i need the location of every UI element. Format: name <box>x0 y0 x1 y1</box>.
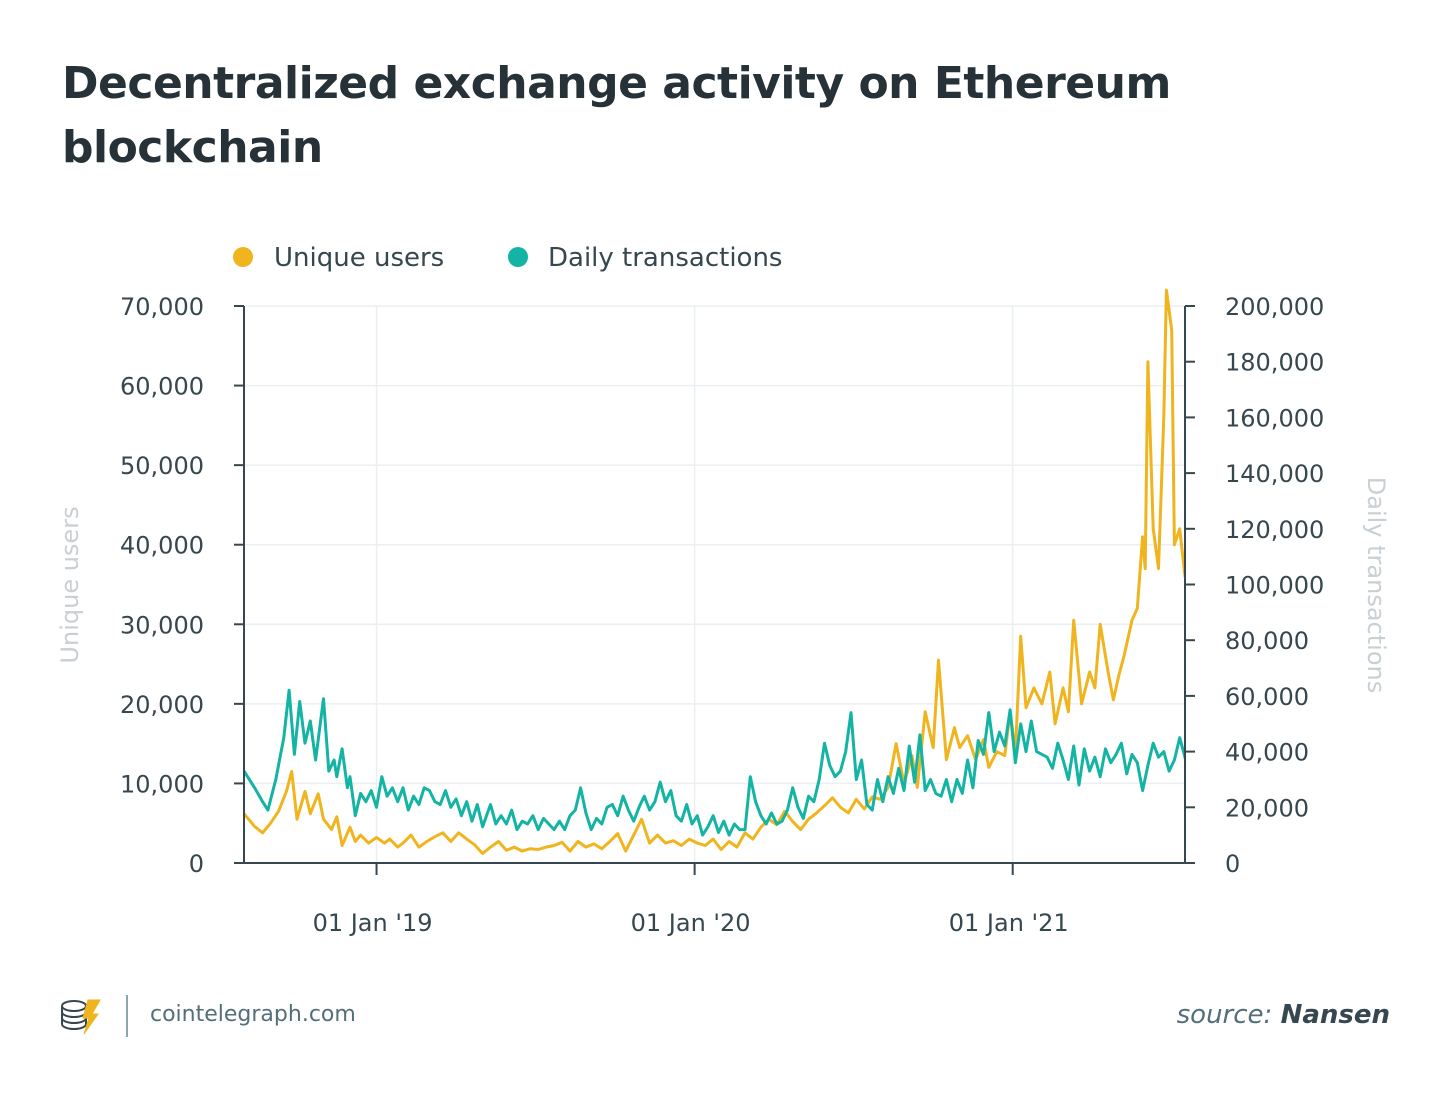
legend-label-daily-transactions: Daily transactions <box>548 243 782 273</box>
y-axis-left-title: Unique users <box>56 506 84 663</box>
y-axis-right-title: Daily transactions <box>1362 477 1390 693</box>
y-left-tick-label: 30,000 <box>120 611 204 639</box>
y-right-tick-label: 180,000 <box>1225 349 1324 377</box>
gridlines <box>244 305 1185 863</box>
axes <box>234 305 1195 875</box>
x-tick-label: 01 Jan '20 <box>631 909 751 937</box>
y-left-tick-label: 50,000 <box>120 452 204 480</box>
y-left-tick-label: 10,000 <box>120 770 204 798</box>
legend-label-unique-users: Unique users <box>274 243 444 273</box>
x-tick-label: 01 Jan '21 <box>949 909 1069 937</box>
y-right-tick-label: 100,000 <box>1225 572 1324 600</box>
y-right-tick-label: 40,000 <box>1225 739 1309 767</box>
chart-title: Decentralized exchange activity on Ether… <box>62 58 1171 173</box>
y-left-tick-label: 70,000 <box>120 293 204 321</box>
footer-source: source: Nansen <box>1177 1000 1390 1030</box>
y-left-tick-label: 0 <box>189 850 204 878</box>
legend-marker-unique-users <box>233 247 253 267</box>
series-lines <box>244 288 1185 855</box>
footer-source-name: Nansen <box>1280 1000 1390 1030</box>
y-left-tick-label: 20,000 <box>120 691 204 719</box>
y-right-tick-label: 80,000 <box>1225 627 1309 655</box>
legend-marker-daily-transactions <box>508 247 528 267</box>
y-right-tick-label: 200,000 <box>1225 293 1324 321</box>
legend: Unique users Daily transactions <box>233 243 782 273</box>
footer-site-link[interactable]: cointelegraph.com <box>150 1002 356 1027</box>
y-left-tick-label: 60,000 <box>120 373 204 401</box>
cointelegraph-logo-icon <box>61 999 101 1035</box>
y-right-tick-label: 0 <box>1225 850 1240 878</box>
series-line-daily-transactions <box>244 688 1185 837</box>
footer-divider <box>126 995 128 1037</box>
footer-source-label: source: <box>1176 1000 1273 1030</box>
y-right-tick-label: 140,000 <box>1225 460 1324 488</box>
y-left-tick-label: 40,000 <box>120 532 204 560</box>
y-right-tick-label: 60,000 <box>1225 683 1309 711</box>
y-right-tick-label: 20,000 <box>1225 794 1309 822</box>
y-right-tick-label: 160,000 <box>1225 404 1324 432</box>
tick-labels: 0 10,000 20,000 30,000 40,000 50,000 60,000 70,… <box>120 293 1324 937</box>
y-right-tick-label: 120,000 <box>1225 516 1324 544</box>
x-tick-label: 01 Jan '19 <box>313 909 433 937</box>
